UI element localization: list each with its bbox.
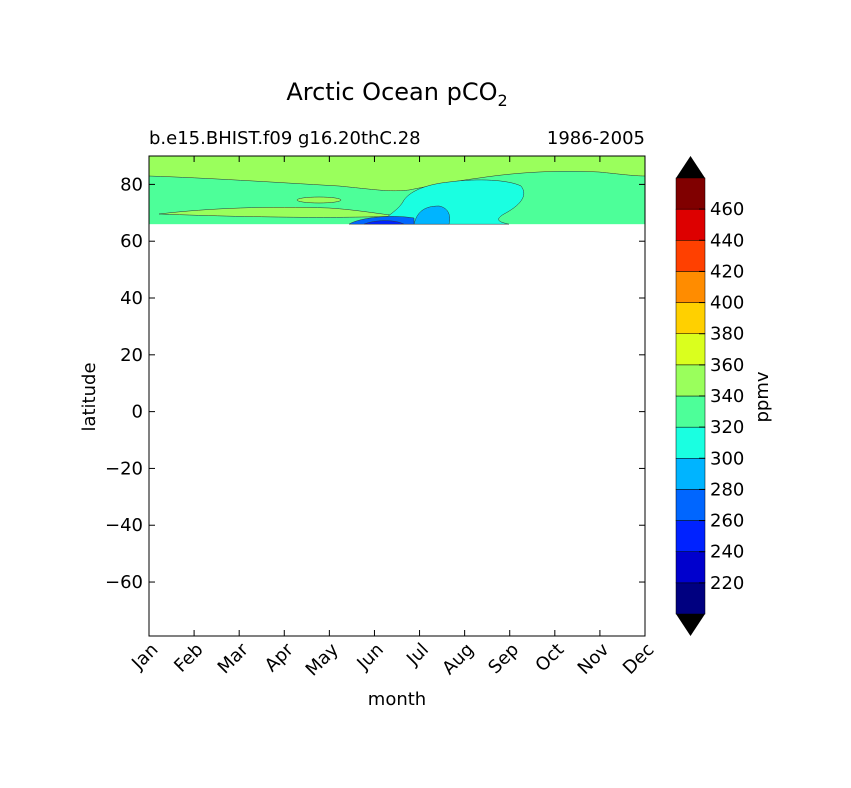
colorbar-segment: [675, 208, 706, 241]
colorbar-segment: [675, 302, 706, 334]
contour-patch: [296, 196, 342, 204]
colorbar-tick-label: 360: [710, 355, 744, 376]
colorbar-extend-top: [676, 156, 705, 178]
colorbar-segment: [675, 240, 706, 272]
colorbar-segment: [675, 489, 706, 521]
y-tick-label: 80: [120, 174, 143, 195]
colorbar-segment: [675, 333, 706, 366]
y-tick-label: 20: [120, 345, 143, 366]
y-tick-label: −20: [105, 458, 143, 479]
colorbar-segment: [675, 582, 706, 615]
y-tick-label: 60: [120, 231, 143, 252]
colorbar-segment: [675, 271, 706, 303]
colorbar-segment: [675, 520, 706, 552]
colorbar: 220 240 260 280 300 320 340 360 380 400 420 440 460: [675, 156, 744, 636]
contour-band-mid: [158, 207, 400, 218]
colorbar-tick-label: 460: [710, 199, 744, 220]
colorbar-tick-label: 380: [710, 324, 744, 345]
colorbar-segment: [675, 458, 706, 490]
plot-area: −60 −40 −20 0 20 40 60 80 Jan Feb Mar Apr May Jun Jul A…: [105, 155, 658, 680]
colorbar-segment: [675, 395, 706, 428]
chart-subtitle-left: b.e15.BHIST.f09 g16.20thC.28: [149, 128, 421, 149]
x-tick-label: Nov: [574, 639, 614, 679]
chart-subtitle-right: 1986-2005: [547, 128, 645, 149]
contour-summer-low: [378, 179, 525, 225]
colorbar-tick-label: 440: [710, 230, 744, 251]
x-tick-label: Jul: [402, 639, 433, 670]
colorbar-tick-label: 260: [710, 511, 744, 532]
x-axis-label: month: [368, 689, 426, 710]
colorbar-tick-label: 320: [710, 417, 744, 438]
chart-title-subscript: 2: [497, 91, 507, 110]
x-tick-label: Aug: [438, 639, 478, 679]
colorbar-tick-label: 300: [710, 448, 744, 469]
colorbar-tick-label: 220: [710, 573, 744, 594]
colorbar-tick-label: 340: [710, 386, 744, 407]
chart-title: Arctic Ocean pCO2: [286, 78, 507, 110]
colorbar-extend-bottom: [676, 614, 705, 636]
x-tick-label: May: [302, 639, 343, 680]
y-tick-label: −40: [105, 515, 143, 536]
colorbar-segment: [675, 551, 706, 584]
colorbar-segment: [675, 177, 706, 210]
colorbar-tick-label: 280: [710, 479, 744, 500]
y-tick-label: −60: [105, 572, 143, 593]
colorbar-segment: [675, 426, 706, 459]
plot-frame: [148, 155, 646, 637]
x-tick-label: Feb: [170, 639, 207, 676]
x-tick-label: Sep: [484, 639, 523, 678]
x-tick-label: Apr: [261, 639, 298, 676]
contour-min: [363, 220, 405, 225]
colorbar-tick-label: 420: [710, 261, 744, 282]
y-tick-label: 40: [120, 288, 143, 309]
colorbar-segment: [675, 364, 706, 397]
x-tick-label: Mar: [214, 639, 253, 678]
y-axis-label: latitude: [79, 362, 100, 431]
x-tick-label: Dec: [619, 639, 658, 678]
x-tick-label: Jan: [127, 639, 162, 674]
x-tick-label: Oct: [531, 639, 568, 676]
colorbar-label: ppmv: [752, 371, 773, 422]
colorbar-tick-label: 240: [710, 542, 744, 563]
y-tick-label: 0: [132, 402, 143, 423]
colorbar-tick-label: 400: [710, 293, 744, 314]
x-tick-label: Jun: [352, 639, 387, 674]
contour-summer-lower: [413, 205, 450, 225]
